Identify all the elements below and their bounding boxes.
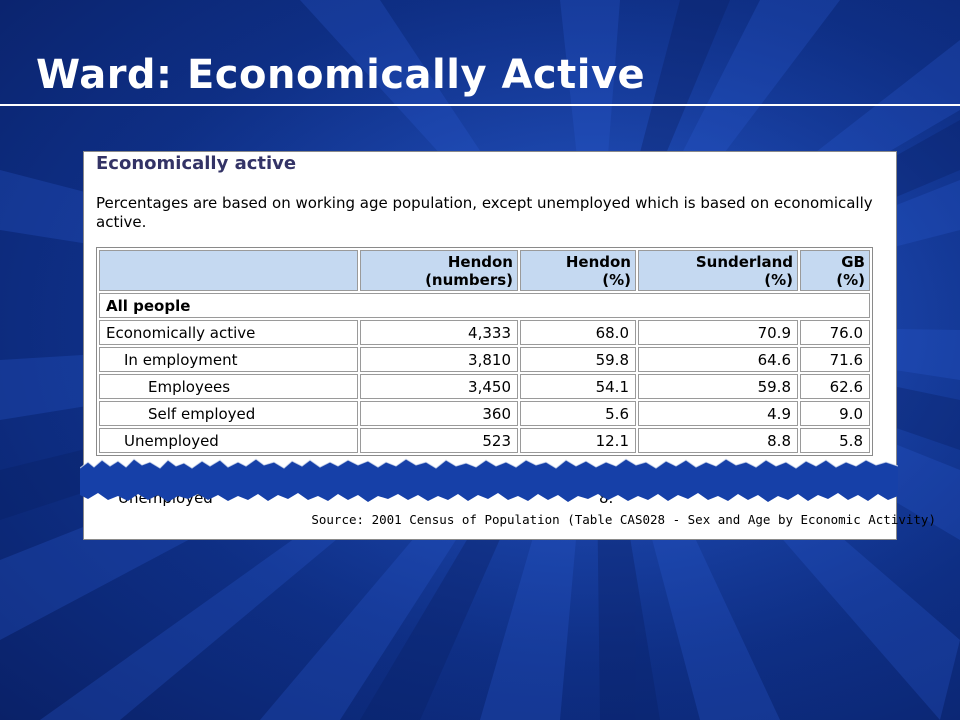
header-hendon-percent: Hendon (%) xyxy=(520,250,636,291)
row-label: Economically active xyxy=(99,320,358,345)
header-line: (numbers) xyxy=(425,271,513,289)
cell-value: 59.8 xyxy=(520,347,636,372)
panel-note: Percentages are based on working age pop… xyxy=(96,194,873,231)
cell-value: 5.6 xyxy=(520,401,636,426)
cell-value: 12.1 xyxy=(520,428,636,453)
cell-value: 59.8 xyxy=(638,374,798,399)
cell-value: 9.0 xyxy=(800,401,870,426)
section-row: All people xyxy=(99,293,870,318)
cell-value: 68.0 xyxy=(520,320,636,345)
source-citation: Source: 2001 Census of Population (Table… xyxy=(311,512,936,527)
row-label: Self employed xyxy=(99,401,358,426)
economic-activity-table: Hendon (numbers) Hendon (%) Sunderland (… xyxy=(96,247,873,456)
cell-value: 70.9 xyxy=(638,320,798,345)
row-label: Employees xyxy=(99,374,358,399)
cell-value: 76.0 xyxy=(800,320,870,345)
header-line: Hendon xyxy=(565,253,631,271)
cell-value: 62.6 xyxy=(800,374,870,399)
table-header-row: Hendon (numbers) Hendon (%) Sunderland (… xyxy=(99,250,870,291)
cell-value: 5.8 xyxy=(800,428,870,453)
torn-edge xyxy=(80,458,898,502)
table-row: In employment 3,810 59.8 64.6 71.6 xyxy=(99,347,870,372)
title-divider xyxy=(0,104,960,106)
cell-value: 54.1 xyxy=(520,374,636,399)
cell-value: 4,333 xyxy=(360,320,518,345)
header-line: GB xyxy=(841,253,865,271)
header-gb-percent: GB (%) xyxy=(800,250,870,291)
cell-value: 71.6 xyxy=(800,347,870,372)
table-row: Economically active 4,333 68.0 70.9 76.0 xyxy=(99,320,870,345)
table-row: Self employed 360 5.6 4.9 9.0 xyxy=(99,401,870,426)
row-label: In employment xyxy=(99,347,358,372)
header-hendon-numbers: Hendon (numbers) xyxy=(360,250,518,291)
header-line: Sunderland xyxy=(695,253,793,271)
cell-value: 3,450 xyxy=(360,374,518,399)
cell-value: 4.9 xyxy=(638,401,798,426)
header-sunderland-percent: Sunderland (%) xyxy=(638,250,798,291)
cell-value: 8.8 xyxy=(638,428,798,453)
header-line: (%) xyxy=(764,271,793,289)
table-row: Unemployed 523 12.1 8.8 5.8 xyxy=(99,428,870,453)
section-label: All people xyxy=(99,293,870,318)
cell-value: 523 xyxy=(360,428,518,453)
slide-title: Ward: Economically Active xyxy=(36,52,646,98)
header-line: Hendon xyxy=(447,253,513,271)
cell-value: 3,810 xyxy=(360,347,518,372)
row-label: Unemployed xyxy=(99,428,358,453)
table-row: Employees 3,450 54.1 59.8 62.6 xyxy=(99,374,870,399)
cell-value: 64.6 xyxy=(638,347,798,372)
header-blank xyxy=(99,250,358,291)
cell-value: 360 xyxy=(360,401,518,426)
panel-heading: Economically active xyxy=(96,153,297,174)
header-line: (%) xyxy=(836,271,865,289)
header-line: (%) xyxy=(602,271,631,289)
